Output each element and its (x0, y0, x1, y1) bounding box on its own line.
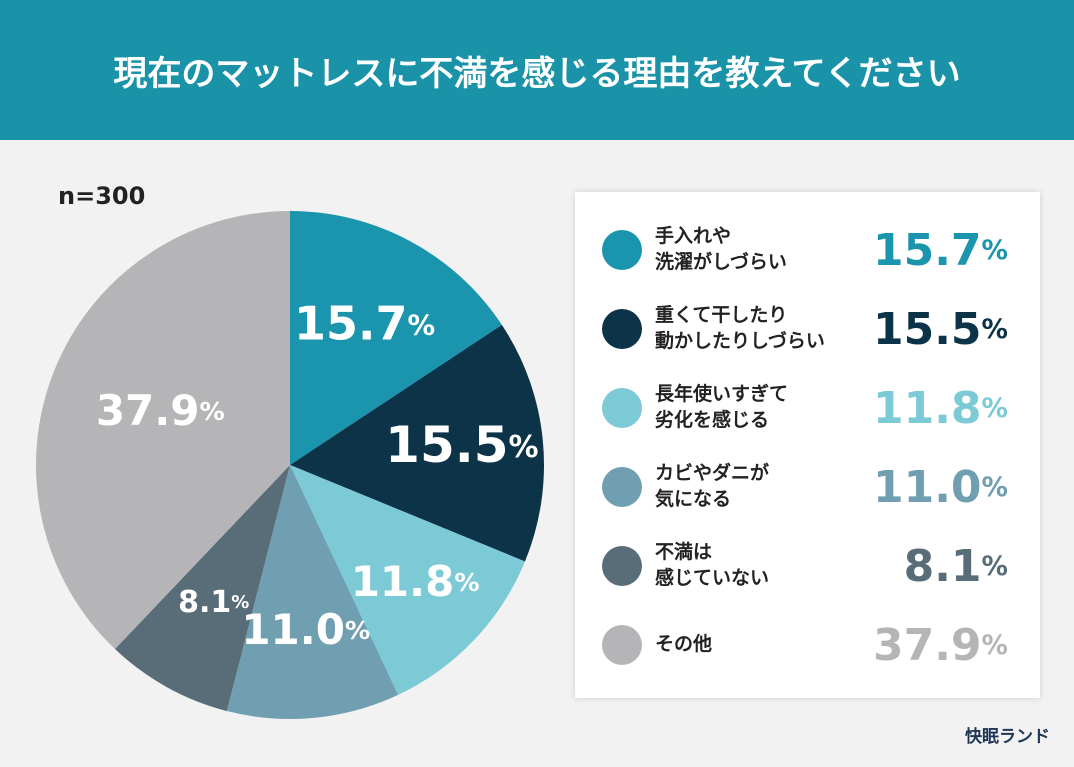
slice-label: 37.9% (96, 386, 225, 435)
legend-value: 15.7% (872, 224, 1008, 276)
legend-swatch (602, 467, 642, 507)
pie-slice (226, 465, 399, 719)
legend-label: その他 (655, 633, 713, 656)
title: 現在のマットレスに不満を感じる理由を教えてください (0, 0, 1074, 140)
slice-label: 11.8% (351, 557, 480, 606)
legend-item: カビやダニが 気になる 11.0% (575, 449, 1040, 525)
legend-value: 15.5% (872, 303, 1008, 355)
legend-item: 不満は 感じていない 8.1% (575, 528, 1040, 604)
legend-item: 重くて干したり 動かしたりしづらい 15.5% (575, 291, 1040, 367)
legend-label: カビやダニが 気になる (655, 462, 770, 510)
slice-label: 15.7% (294, 296, 435, 350)
legend-item: 手入れや 洗濯がしづらい 15.7% (575, 212, 1040, 288)
legend-item: その他 37.9% (575, 607, 1040, 683)
legend-swatch (602, 625, 642, 665)
legend-value: 8.1% (903, 540, 1008, 592)
slice-label: 8.1% (178, 584, 249, 619)
legend-value: 37.9% (872, 619, 1008, 671)
legend-swatch (602, 230, 642, 270)
slice-label: 11.0% (241, 604, 370, 653)
legend: 手入れや 洗濯がしづらい 15.7% 重くて干したり 動かしたりしづらい 15.5% 長… (575, 192, 1040, 698)
sample-size: n=300 (58, 182, 146, 210)
pie-slice (290, 465, 525, 695)
legend-value: 11.8% (872, 382, 1008, 434)
legend-swatch (602, 309, 642, 349)
legend-value: 11.0% (872, 461, 1008, 513)
pie-slice (35, 210, 290, 650)
legend-swatch (602, 388, 642, 428)
legend-label: 不満は 感じていない (655, 541, 770, 589)
slice-label: 15.5% (385, 416, 538, 474)
pie-chart: 15.7% 15.5% 11.8%11.0%8.1% 37.9% (35, 210, 544, 719)
pie-slice (290, 324, 544, 562)
pie-slice (290, 211, 502, 465)
pie-slice (114, 465, 291, 712)
brand: 快眠ランド (965, 727, 1050, 747)
legend-label: 手入れや 洗濯がしづらい (655, 225, 787, 273)
legend-label: 重くて干したり 動かしたりしづらい (655, 304, 825, 352)
legend-swatch (602, 546, 642, 586)
legend-label: 長年使いすぎて 劣化を感じる (655, 383, 789, 431)
legend-item: 長年使いすぎて 劣化を感じる 11.8% (575, 370, 1040, 446)
